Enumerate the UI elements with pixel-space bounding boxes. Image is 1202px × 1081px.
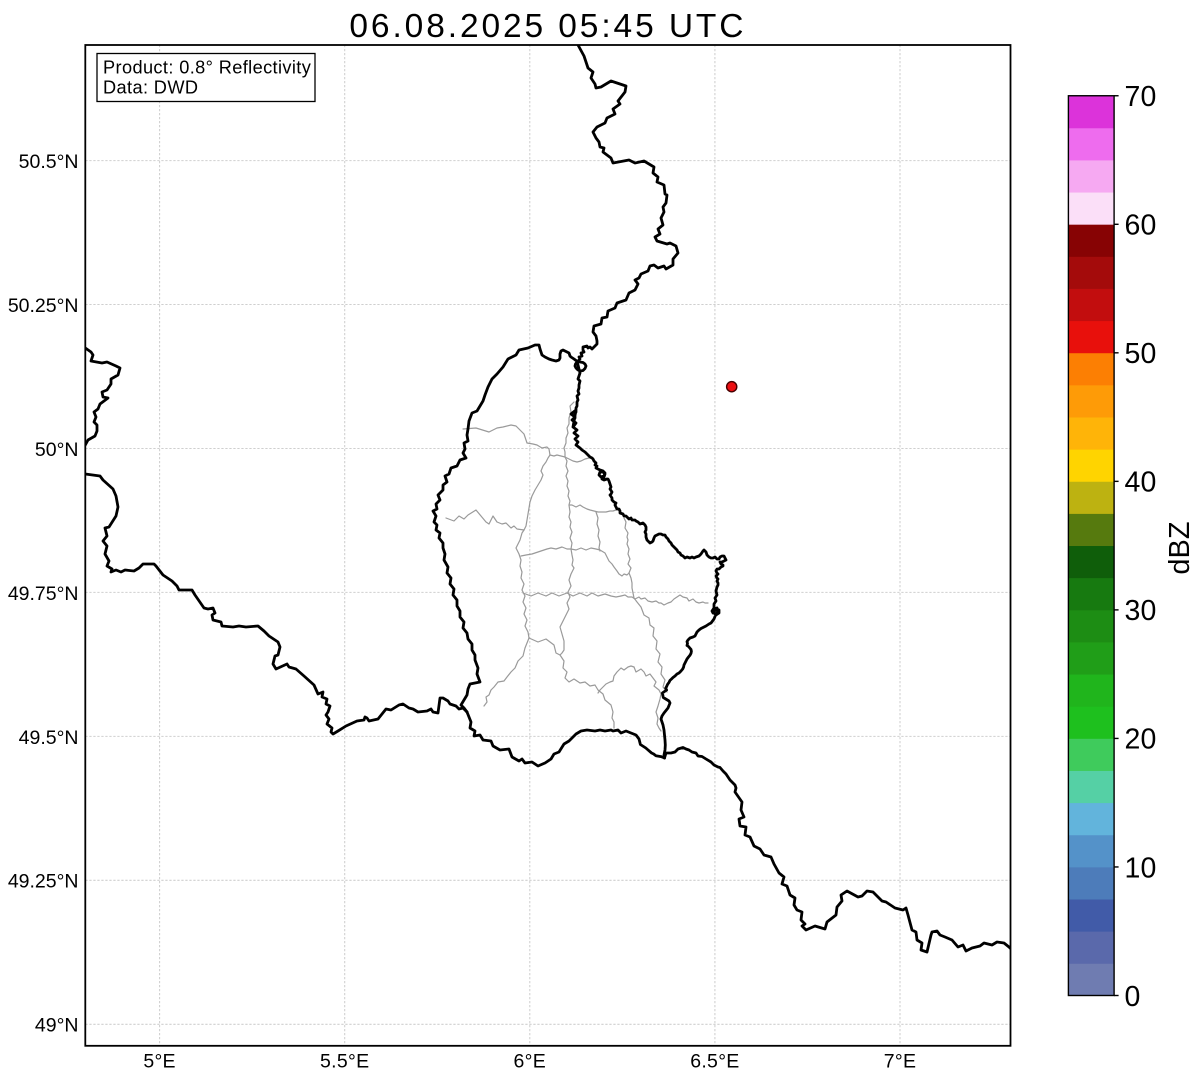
svg-text:49.25°N: 49.25°N [8, 871, 79, 893]
svg-text:70: 70 [1125, 81, 1157, 113]
svg-text:50.5°N: 50.5°N [19, 151, 79, 173]
svg-text:49°N: 49°N [35, 1015, 79, 1037]
svg-text:Product: 0.8° Reflectivity: Product: 0.8° Reflectivity [103, 57, 312, 77]
svg-text:50°N: 50°N [35, 439, 79, 461]
svg-text:60: 60 [1125, 210, 1157, 242]
svg-text:20: 20 [1125, 724, 1157, 756]
svg-text:7°E: 7°E [884, 1051, 917, 1073]
svg-text:0: 0 [1125, 981, 1141, 1013]
svg-text:06.08.2025 05:45 UTC: 06.08.2025 05:45 UTC [349, 8, 746, 45]
svg-text:49.5°N: 49.5°N [19, 727, 79, 749]
svg-text:49.75°N: 49.75°N [8, 583, 79, 605]
svg-text:50.25°N: 50.25°N [8, 295, 79, 317]
svg-text:40: 40 [1125, 467, 1157, 499]
svg-text:6°E: 6°E [514, 1051, 547, 1073]
svg-text:5°E: 5°E [143, 1051, 176, 1073]
svg-text:Data: DWD: Data: DWD [103, 77, 198, 97]
svg-text:10: 10 [1125, 852, 1157, 884]
svg-text:50: 50 [1125, 338, 1157, 370]
svg-text:5.5°E: 5.5°E [320, 1051, 369, 1073]
svg-text:30: 30 [1125, 595, 1157, 627]
svg-text:dBZ: dBZ [1164, 521, 1196, 574]
svg-text:6.5°E: 6.5°E [690, 1051, 739, 1073]
